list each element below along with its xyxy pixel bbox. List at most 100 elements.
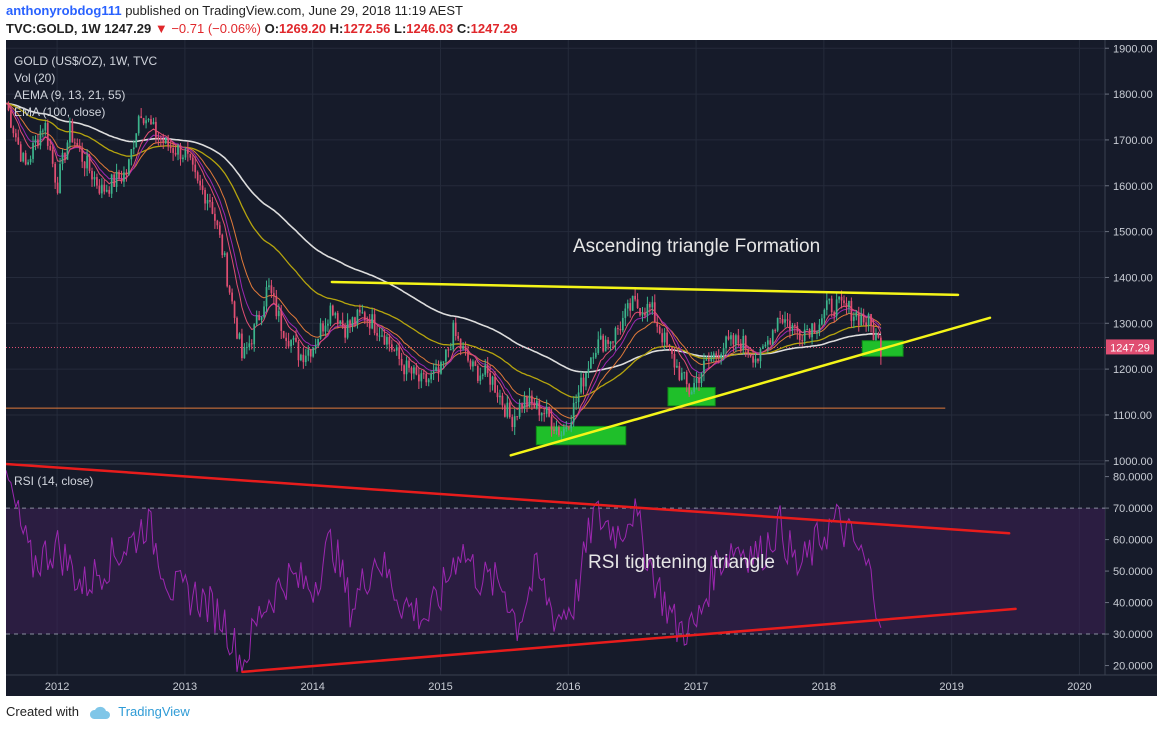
candle xyxy=(680,372,683,380)
candle xyxy=(415,367,418,375)
candle xyxy=(24,153,27,165)
candle xyxy=(467,350,469,361)
candle xyxy=(196,172,199,181)
candle xyxy=(231,292,233,302)
chart-area[interactable]: 1900.00 1800.00 1700.00 1600.00 1500.00 1400.… xyxy=(4,40,1157,696)
candle xyxy=(442,361,445,363)
tradingview-cloud-icon xyxy=(89,706,110,719)
chart-svg[interactable]: 1900.00 1800.00 1700.00 1600.00 1500.00 1400.… xyxy=(4,40,1157,696)
candle xyxy=(698,378,700,384)
candle xyxy=(538,400,541,416)
price-tick-label: 1200.00 xyxy=(1113,364,1153,376)
candle xyxy=(373,314,376,334)
candle xyxy=(86,155,88,169)
candle xyxy=(577,392,580,403)
candle xyxy=(128,159,130,175)
candle xyxy=(324,325,327,332)
tradingview-link[interactable]: TradingView xyxy=(118,704,190,719)
aema-55-line xyxy=(5,102,882,398)
rsi-band xyxy=(6,508,1105,635)
candle xyxy=(73,142,76,144)
candle xyxy=(585,372,587,387)
open-label: O: xyxy=(264,21,280,36)
candle xyxy=(683,372,686,374)
x-tick-label: 2015 xyxy=(428,681,452,693)
candle xyxy=(56,182,59,193)
candle xyxy=(744,335,747,350)
candle xyxy=(366,319,369,321)
candle xyxy=(29,158,32,163)
candle xyxy=(371,314,374,329)
candle xyxy=(273,293,275,296)
candle xyxy=(821,318,823,325)
candle xyxy=(413,367,415,374)
candle xyxy=(567,427,570,429)
candle xyxy=(452,322,455,350)
candle xyxy=(742,335,745,351)
created-with-label: Created with xyxy=(6,704,79,719)
candle xyxy=(572,402,575,423)
high-label: H: xyxy=(329,21,344,36)
rsi-line xyxy=(5,470,882,673)
price-tick-label: 1900.00 xyxy=(1113,43,1153,55)
candle xyxy=(302,354,305,363)
candle xyxy=(135,133,138,148)
candle xyxy=(764,344,767,347)
candle xyxy=(693,382,695,392)
legend-ema: EMA (100, close) xyxy=(14,105,105,119)
candle xyxy=(877,333,880,338)
candle xyxy=(725,336,727,349)
candle xyxy=(599,335,602,340)
candle xyxy=(840,296,843,301)
candle xyxy=(626,303,629,309)
candle xyxy=(243,347,246,359)
author-link[interactable]: anthonyrobdog111 xyxy=(6,3,122,18)
legend-vol: Vol (20) xyxy=(14,71,55,85)
down-arrow-icon: ▼ xyxy=(154,21,168,36)
candle xyxy=(560,434,563,436)
candle xyxy=(769,340,772,345)
candle xyxy=(791,325,794,331)
candle xyxy=(489,373,491,385)
candle xyxy=(14,133,17,138)
candle xyxy=(331,305,334,316)
x-tick-label: 2018 xyxy=(812,681,836,693)
candle xyxy=(376,333,378,336)
candle xyxy=(327,323,329,326)
support-trendline xyxy=(509,316,992,457)
candle xyxy=(612,341,614,343)
annotation-rsi-triangle: RSI tightening triangle xyxy=(588,552,775,573)
annotation-ascending-triangle: Ascending triangle Formation xyxy=(573,236,820,257)
candle xyxy=(506,402,509,417)
candle xyxy=(548,406,550,417)
candle xyxy=(361,312,364,314)
candle xyxy=(656,322,659,327)
rsi-tick-label: 60.0000 xyxy=(1113,535,1153,547)
candle xyxy=(125,172,128,175)
candle xyxy=(297,341,300,361)
candle xyxy=(356,309,359,324)
candle xyxy=(336,313,339,324)
symbol-line: TVC:GOLD, 1W 1247.29 ▼ −0.71 (−0.06%) O:… xyxy=(6,21,518,36)
candle xyxy=(309,349,312,357)
candle xyxy=(398,347,401,360)
rsi-tick-label: 30.0000 xyxy=(1113,629,1153,641)
last-price-tag: 1247.29 xyxy=(1106,339,1154,355)
candle xyxy=(803,329,806,341)
candle xyxy=(582,377,585,387)
candle xyxy=(590,357,592,369)
candle xyxy=(59,164,61,193)
candle xyxy=(562,428,565,435)
candle xyxy=(418,374,420,382)
candle xyxy=(130,149,133,160)
candle xyxy=(155,121,157,138)
price-change: −0.71 (−0.06%) xyxy=(171,21,261,36)
candle xyxy=(848,300,850,308)
candle xyxy=(34,139,37,143)
candle xyxy=(757,358,759,362)
price-tick-label: 1600.00 xyxy=(1113,181,1153,193)
candle xyxy=(430,373,433,380)
candle xyxy=(727,336,730,340)
candle xyxy=(351,317,354,325)
candle xyxy=(766,340,769,345)
